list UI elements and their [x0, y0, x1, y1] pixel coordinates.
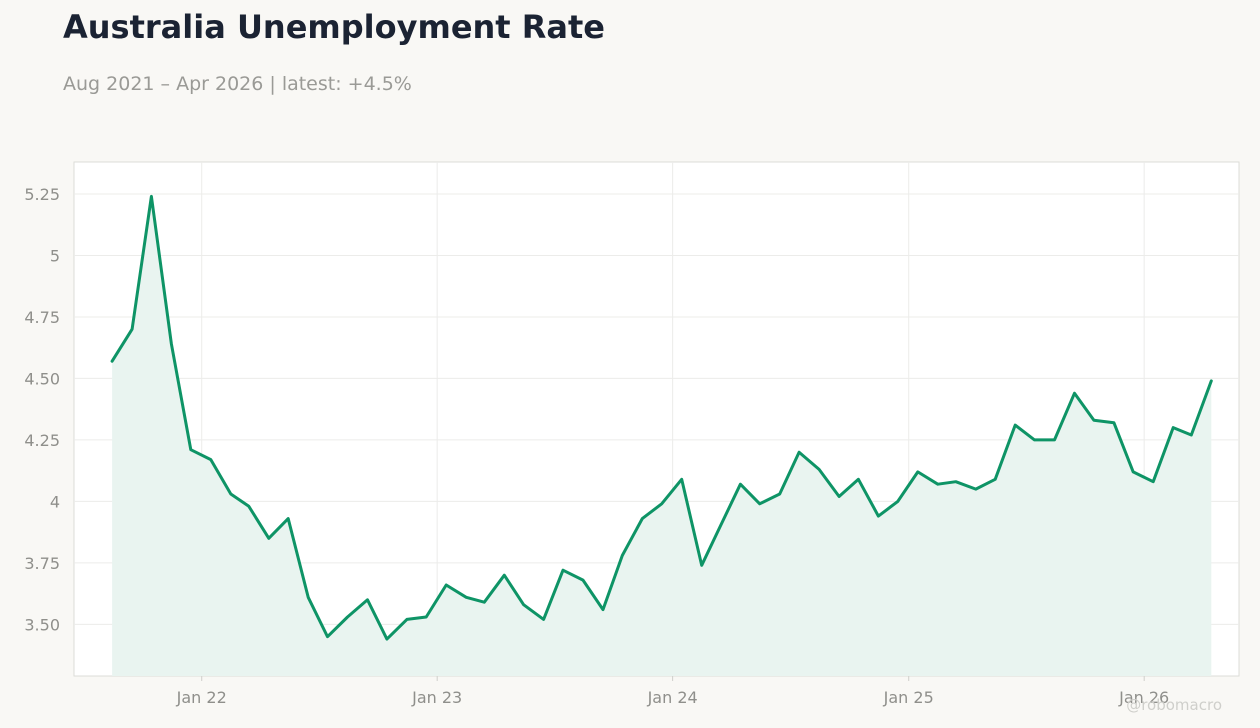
watermark: @robomacro — [1126, 696, 1222, 714]
y-axis-labels: 3.50 3.75 4 4.25 4.50 4.75 5 5.25 — [24, 185, 60, 634]
y-tick-label: 5 — [50, 246, 60, 265]
area-fill — [112, 196, 1212, 676]
series-line — [110, 194, 1213, 641]
y-tick-label: 4.50 — [24, 369, 60, 388]
x-tick-label: Jan 23 — [411, 688, 462, 707]
y-tick-label: 4.25 — [24, 431, 60, 450]
x-tick-label: Jan 25 — [883, 688, 934, 707]
y-tick-label: 5.25 — [24, 185, 60, 204]
y-tick-label: 3.75 — [24, 554, 60, 573]
chart-title: Australia Unemployment Rate — [63, 8, 605, 46]
y-tick-label: 4.75 — [24, 308, 60, 327]
x-tick-label: Jan 26 — [1118, 688, 1169, 707]
y-tick-label: 4 — [50, 492, 60, 511]
chart-subtitle: Aug 2021 – Apr 2026 | latest: +4.5% — [63, 73, 412, 95]
x-axis-labels: Jan 22 Jan 23 Jan 24 Jan 25 Jan 26 — [176, 688, 1170, 707]
y-tick-label: 3.50 — [24, 615, 60, 634]
x-tick-label: Jan 24 — [647, 688, 698, 707]
x-tick-label: Jan 22 — [176, 688, 227, 707]
